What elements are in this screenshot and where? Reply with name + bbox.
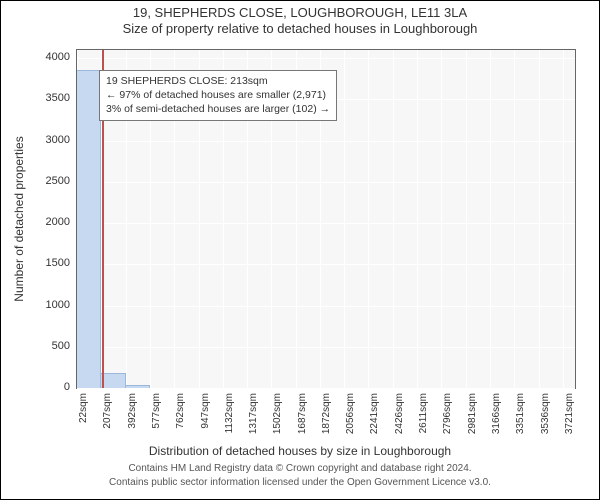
gridline-v (393, 50, 394, 388)
x-tick-label: 207sqm (102, 393, 113, 443)
y-tick-label: 1000 (25, 299, 70, 311)
x-tick-label: 2981sqm (467, 393, 478, 443)
gridline-v (344, 50, 345, 388)
chart-container: 19, SHEPHERDS CLOSE, LOUGHBOROUGH, LE11 … (0, 0, 600, 500)
gridline-v (514, 50, 515, 388)
x-tick-label: 2796sqm (442, 393, 453, 443)
annotation-box: 19 SHEPHERDS CLOSE: 213sqm ← 97% of deta… (99, 70, 337, 121)
x-tick-label: 392sqm (127, 393, 138, 443)
annotation-line-1: 19 SHEPHERDS CLOSE: 213sqm (106, 74, 330, 88)
y-tick-label: 3000 (25, 134, 70, 146)
x-tick-label: 1502sqm (272, 393, 283, 443)
gridline-v (539, 50, 540, 388)
x-tick-label: 762sqm (175, 393, 186, 443)
x-axis-title: Distribution of detached houses by size … (1, 444, 599, 458)
x-tick-label: 22sqm (78, 393, 89, 443)
x-tick-label: 1687sqm (297, 393, 308, 443)
gridline-h (77, 306, 575, 307)
x-tick-label: 2426sqm (394, 393, 405, 443)
gridline-h (77, 182, 575, 183)
title-line-1: 19, SHEPHERDS CLOSE, LOUGHBOROUGH, LE11 … (1, 5, 599, 21)
y-tick-label: 1500 (25, 257, 70, 269)
gridline-h (77, 223, 575, 224)
y-tick-label: 3500 (25, 92, 70, 104)
gridline-h (77, 264, 575, 265)
gridline-v (368, 50, 369, 388)
annotation-line-3: 3% of semi-detached houses are larger (1… (106, 102, 330, 116)
x-tick-label: 3351sqm (515, 393, 526, 443)
x-tick-label: 577sqm (151, 393, 162, 443)
gridline-v (417, 50, 418, 388)
x-tick-label: 1872sqm (321, 393, 332, 443)
annotation-line-2: ← 97% of detached houses are smaller (2,… (106, 88, 330, 102)
footer-line-2: Contains public sector information licen… (1, 477, 599, 488)
x-tick-label: 1132sqm (224, 393, 235, 443)
gridline-h (77, 58, 575, 59)
x-tick-label: 2056sqm (345, 393, 356, 443)
x-tick-label: 2241sqm (369, 393, 380, 443)
gridline-h (77, 347, 575, 348)
y-tick-label: 4000 (25, 51, 70, 63)
gridline-v (441, 50, 442, 388)
title-block: 19, SHEPHERDS CLOSE, LOUGHBOROUGH, LE11 … (1, 5, 599, 38)
y-tick-label: 0 (25, 381, 70, 393)
gridline-v (490, 50, 491, 388)
plot-area: 19 SHEPHERDS CLOSE: 213sqm ← 97% of deta… (76, 49, 576, 389)
histogram-bar (77, 70, 101, 388)
footer-line-1: Contains HM Land Registry data © Crown c… (1, 463, 599, 474)
x-tick-label: 947sqm (200, 393, 211, 443)
x-tick-label: 2611sqm (418, 393, 429, 443)
gridline-h (77, 388, 575, 389)
x-tick-label: 1317sqm (248, 393, 259, 443)
y-tick-label: 500 (25, 340, 70, 352)
x-tick-label: 3536sqm (540, 393, 551, 443)
title-line-2: Size of property relative to detached ho… (1, 21, 599, 37)
y-tick-label: 2500 (25, 175, 70, 187)
y-axis-title: Number of detached properties (12, 136, 26, 301)
gridline-v (563, 50, 564, 388)
gridline-h (77, 141, 575, 142)
histogram-bar (101, 373, 125, 388)
y-tick-label: 2000 (25, 216, 70, 228)
histogram-bar (126, 385, 150, 388)
gridline-v (466, 50, 467, 388)
x-tick-label: 3166sqm (491, 393, 502, 443)
x-tick-label: 3721sqm (564, 393, 575, 443)
